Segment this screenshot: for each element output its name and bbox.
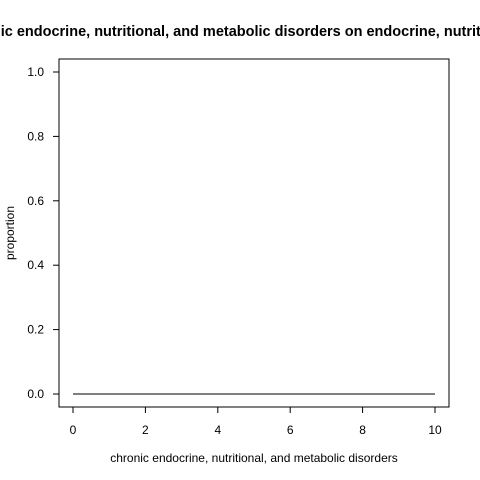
y-tick-label: 0.6 — [27, 194, 44, 208]
chart-title: Cumulative incidence of chronic endocrin… — [0, 24, 480, 40]
y-tick-label: 1.0 — [27, 65, 44, 79]
x-tick-label: 8 — [359, 423, 366, 437]
y-tick-label: 0.0 — [27, 387, 44, 401]
y-tick-label: 0.4 — [27, 258, 44, 272]
plot-frame — [58, 58, 450, 408]
x-tick-label: 10 — [428, 423, 442, 437]
x-tick-label: 4 — [214, 423, 221, 437]
x-tick-label: 2 — [142, 423, 149, 437]
y-axis: 0.0 0.2 0.4 0.6 0.8 1.0 — [27, 65, 60, 401]
y-tick-label: 0.2 — [27, 323, 44, 337]
x-axis-label: chronic endocrine, nutritional, and meta… — [110, 451, 398, 465]
x-tick-label: 6 — [287, 423, 294, 437]
y-tick-label: 0.8 — [27, 129, 44, 143]
y-axis-label: proportion — [3, 206, 17, 260]
x-tick-label: 0 — [70, 423, 77, 437]
x-axis: 0 2 4 6 8 10 — [70, 406, 442, 437]
